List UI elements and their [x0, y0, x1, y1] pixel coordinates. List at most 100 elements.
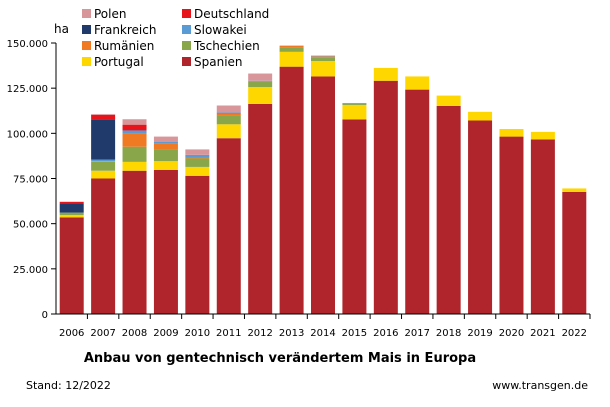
bar-segment-rumänien-2009 — [153, 143, 178, 150]
bar-segment-tschechien-2008 — [122, 146, 147, 162]
bar-segment-polen-2007 — [91, 114, 116, 115]
bar-segment-frankreich-2006 — [59, 203, 84, 213]
legend-label-slowakei: Slowakei — [194, 23, 247, 37]
bar-segment-tschechien-2014 — [311, 57, 335, 62]
bar-segment-portugal-2009 — [153, 161, 178, 171]
bar-segment-spanien-2016 — [373, 80, 398, 314]
chart: Polen Deutschland Frankreich Slowakei Rumäni… — [7, 7, 591, 339]
bar-segment-deutschland-2007 — [91, 114, 116, 120]
bar-segment-portugal-2010 — [185, 166, 210, 176]
bar-segment-rumänien-2011 — [216, 114, 241, 116]
bar-segment-spanien-2015 — [342, 119, 367, 314]
bar-segment-spanien-2012 — [248, 103, 273, 314]
bar-segment-tschechien-2006 — [59, 212, 84, 215]
bar-segment-portugal-2017 — [405, 76, 430, 90]
bar-segment-polen-2008 — [122, 119, 147, 125]
bar-segment-tschechien-2010 — [185, 158, 210, 167]
bar-segment-portugal-2012 — [248, 87, 273, 104]
legend-swatch-deutschland — [182, 9, 191, 18]
x-tick-label-2011: 2011 — [216, 328, 241, 339]
legend-swatch-frankreich — [82, 25, 91, 34]
bars — [59, 45, 587, 315]
legend-swatch-spanien — [182, 57, 191, 66]
bar-segment-tschechien-2007 — [91, 161, 116, 171]
bar-segment-spanien-2010 — [185, 175, 210, 314]
x-tick-label-2008: 2008 — [122, 328, 147, 339]
y-axis: 0 25.000 50.000 75.000 100.000 125.000 150.000 — [7, 39, 56, 321]
bar-segment-spanien-2022 — [562, 191, 587, 314]
bar-segment-spanien-2006 — [59, 217, 84, 314]
bar-segment-portugal-2013 — [279, 51, 304, 67]
bar-segment-slowakei-2014 — [311, 55, 335, 57]
bar-segment-tschechien-2011 — [216, 115, 241, 125]
y-tick-label: 50.000 — [13, 220, 48, 231]
y-tick-label: 25.000 — [13, 265, 48, 276]
x-tick-label-2010: 2010 — [185, 328, 210, 339]
bar-segment-portugal-2008 — [122, 161, 147, 171]
legend-swatch-portugal — [82, 57, 91, 66]
y-tick-label: 75.000 — [13, 175, 48, 186]
bar-segment-spanien-2014 — [311, 76, 335, 314]
legend-label-deutschland: Deutschland — [194, 7, 269, 21]
x-tick-label-2015: 2015 — [342, 328, 367, 339]
bar-segment-rumänien-2013 — [279, 45, 304, 48]
bar-segment-polen-2011 — [216, 105, 241, 113]
bar-segment-tschechien-2015 — [342, 103, 367, 105]
bar-segment-spanien-2020 — [499, 136, 524, 314]
stand-date: Stand: 12/2022 — [26, 379, 111, 392]
legend-label-tschechien: Tschechien — [193, 39, 260, 53]
x-tick-label-2013: 2013 — [279, 328, 304, 339]
bar-segment-spanien-2011 — [216, 138, 241, 314]
bar-segment-portugal-2015 — [342, 104, 367, 120]
bar-segment-rumänien-2014 — [311, 56, 335, 58]
bar-segment-spanien-2021 — [530, 139, 555, 314]
bar-segment-polen-2012 — [248, 73, 273, 81]
y-tick-label: 125.000 — [7, 84, 48, 95]
y-tick-label: 150.000 — [7, 39, 48, 50]
bar-segment-slowakei-2007 — [91, 159, 116, 162]
y-tick-label: 0 — [42, 310, 48, 321]
bar-segment-rumänien-2010 — [185, 157, 210, 159]
legend-label-polen: Polen — [94, 7, 126, 21]
bar-segment-portugal-2018 — [436, 95, 461, 106]
bar-segment-spanien-2018 — [436, 105, 461, 314]
x-tick-label-2012: 2012 — [247, 328, 272, 339]
bar-segment-slowakei-2011 — [216, 112, 241, 115]
x-tick-label-2021: 2021 — [530, 328, 555, 339]
legend-swatch-tschechien — [182, 41, 191, 50]
bar-segment-spanien-2007 — [91, 178, 116, 314]
x-tick-label-2017: 2017 — [405, 328, 430, 339]
bar-segment-polen-2009 — [153, 136, 178, 143]
source-link[interactable]: www.transgen.de — [492, 379, 588, 392]
bar-segment-portugal-2011 — [216, 124, 241, 139]
bar-segment-frankreich-2007 — [91, 119, 116, 160]
bar-segment-portugal-2014 — [311, 61, 335, 77]
x-tick-label-2016: 2016 — [373, 328, 398, 339]
bar-segment-slowakei-2009 — [153, 142, 178, 144]
x-tick-label-2020: 2020 — [499, 328, 524, 339]
bar-segment-spanien-2009 — [153, 170, 178, 314]
legend: Polen Deutschland Frankreich Slowakei Rumäni… — [82, 7, 269, 69]
legend-label-frankreich: Frankreich — [94, 23, 156, 37]
x-axis: 2006 2007 2008 2009 2010 2011 2012 2013 2014 2015… — [59, 314, 591, 339]
bar-segment-portugal-2019 — [468, 111, 493, 121]
bar-segment-portugal-2016 — [373, 67, 398, 81]
bar-segment-rumänien-2008 — [122, 133, 147, 147]
y-axis-unit-label: ha — [54, 22, 69, 36]
bar-segment-tschechien-2013 — [279, 47, 304, 52]
legend-label-portugal: Portugal — [94, 55, 144, 69]
x-tick-label-2019: 2019 — [467, 328, 492, 339]
x-tick-label-2009: 2009 — [153, 328, 178, 339]
bar-segment-spanien-2008 — [122, 170, 147, 314]
x-tick-label-2022: 2022 — [562, 328, 587, 339]
bar-segment-spanien-2019 — [468, 120, 493, 314]
bar-segment-polen-2010 — [185, 149, 210, 155]
x-tick-label-2006: 2006 — [59, 328, 84, 339]
bar-segment-rumänien-2007 — [91, 161, 116, 162]
bar-segment-portugal-2021 — [530, 131, 555, 140]
legend-swatch-polen — [82, 9, 91, 18]
bar-segment-portugal-2007 — [91, 170, 116, 179]
bar-segment-deutschland-2008 — [122, 124, 147, 131]
x-tick-label-2018: 2018 — [436, 328, 461, 339]
bar-segment-spanien-2017 — [405, 89, 430, 314]
